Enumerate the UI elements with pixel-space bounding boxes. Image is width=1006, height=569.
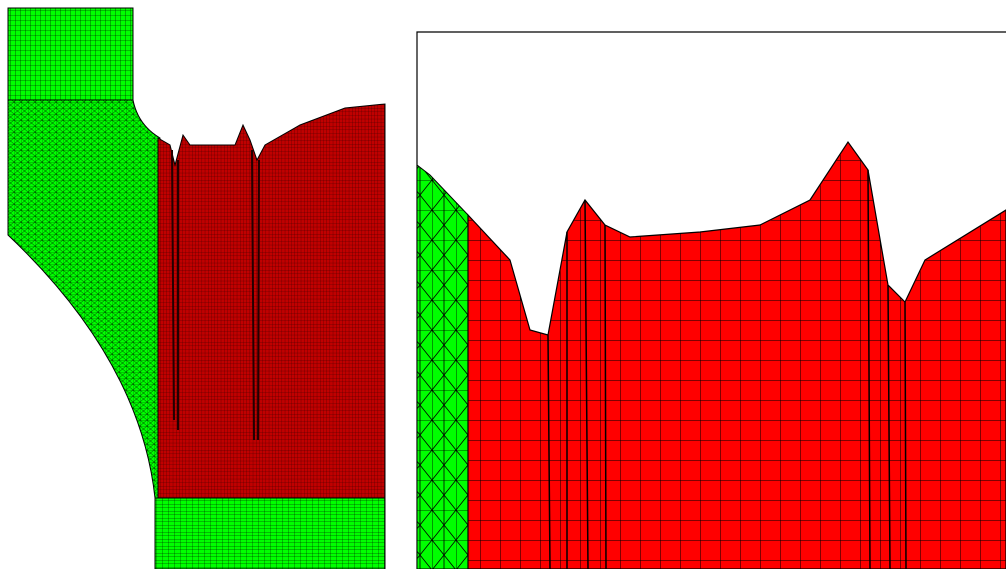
green-block-bottom xyxy=(155,498,385,569)
red-quad-mesh xyxy=(158,104,385,498)
green-block-top xyxy=(8,8,133,100)
mesh-view xyxy=(0,0,1006,569)
green-tri-mesh xyxy=(8,100,160,498)
green-tri-mesh-zoom xyxy=(417,165,468,569)
